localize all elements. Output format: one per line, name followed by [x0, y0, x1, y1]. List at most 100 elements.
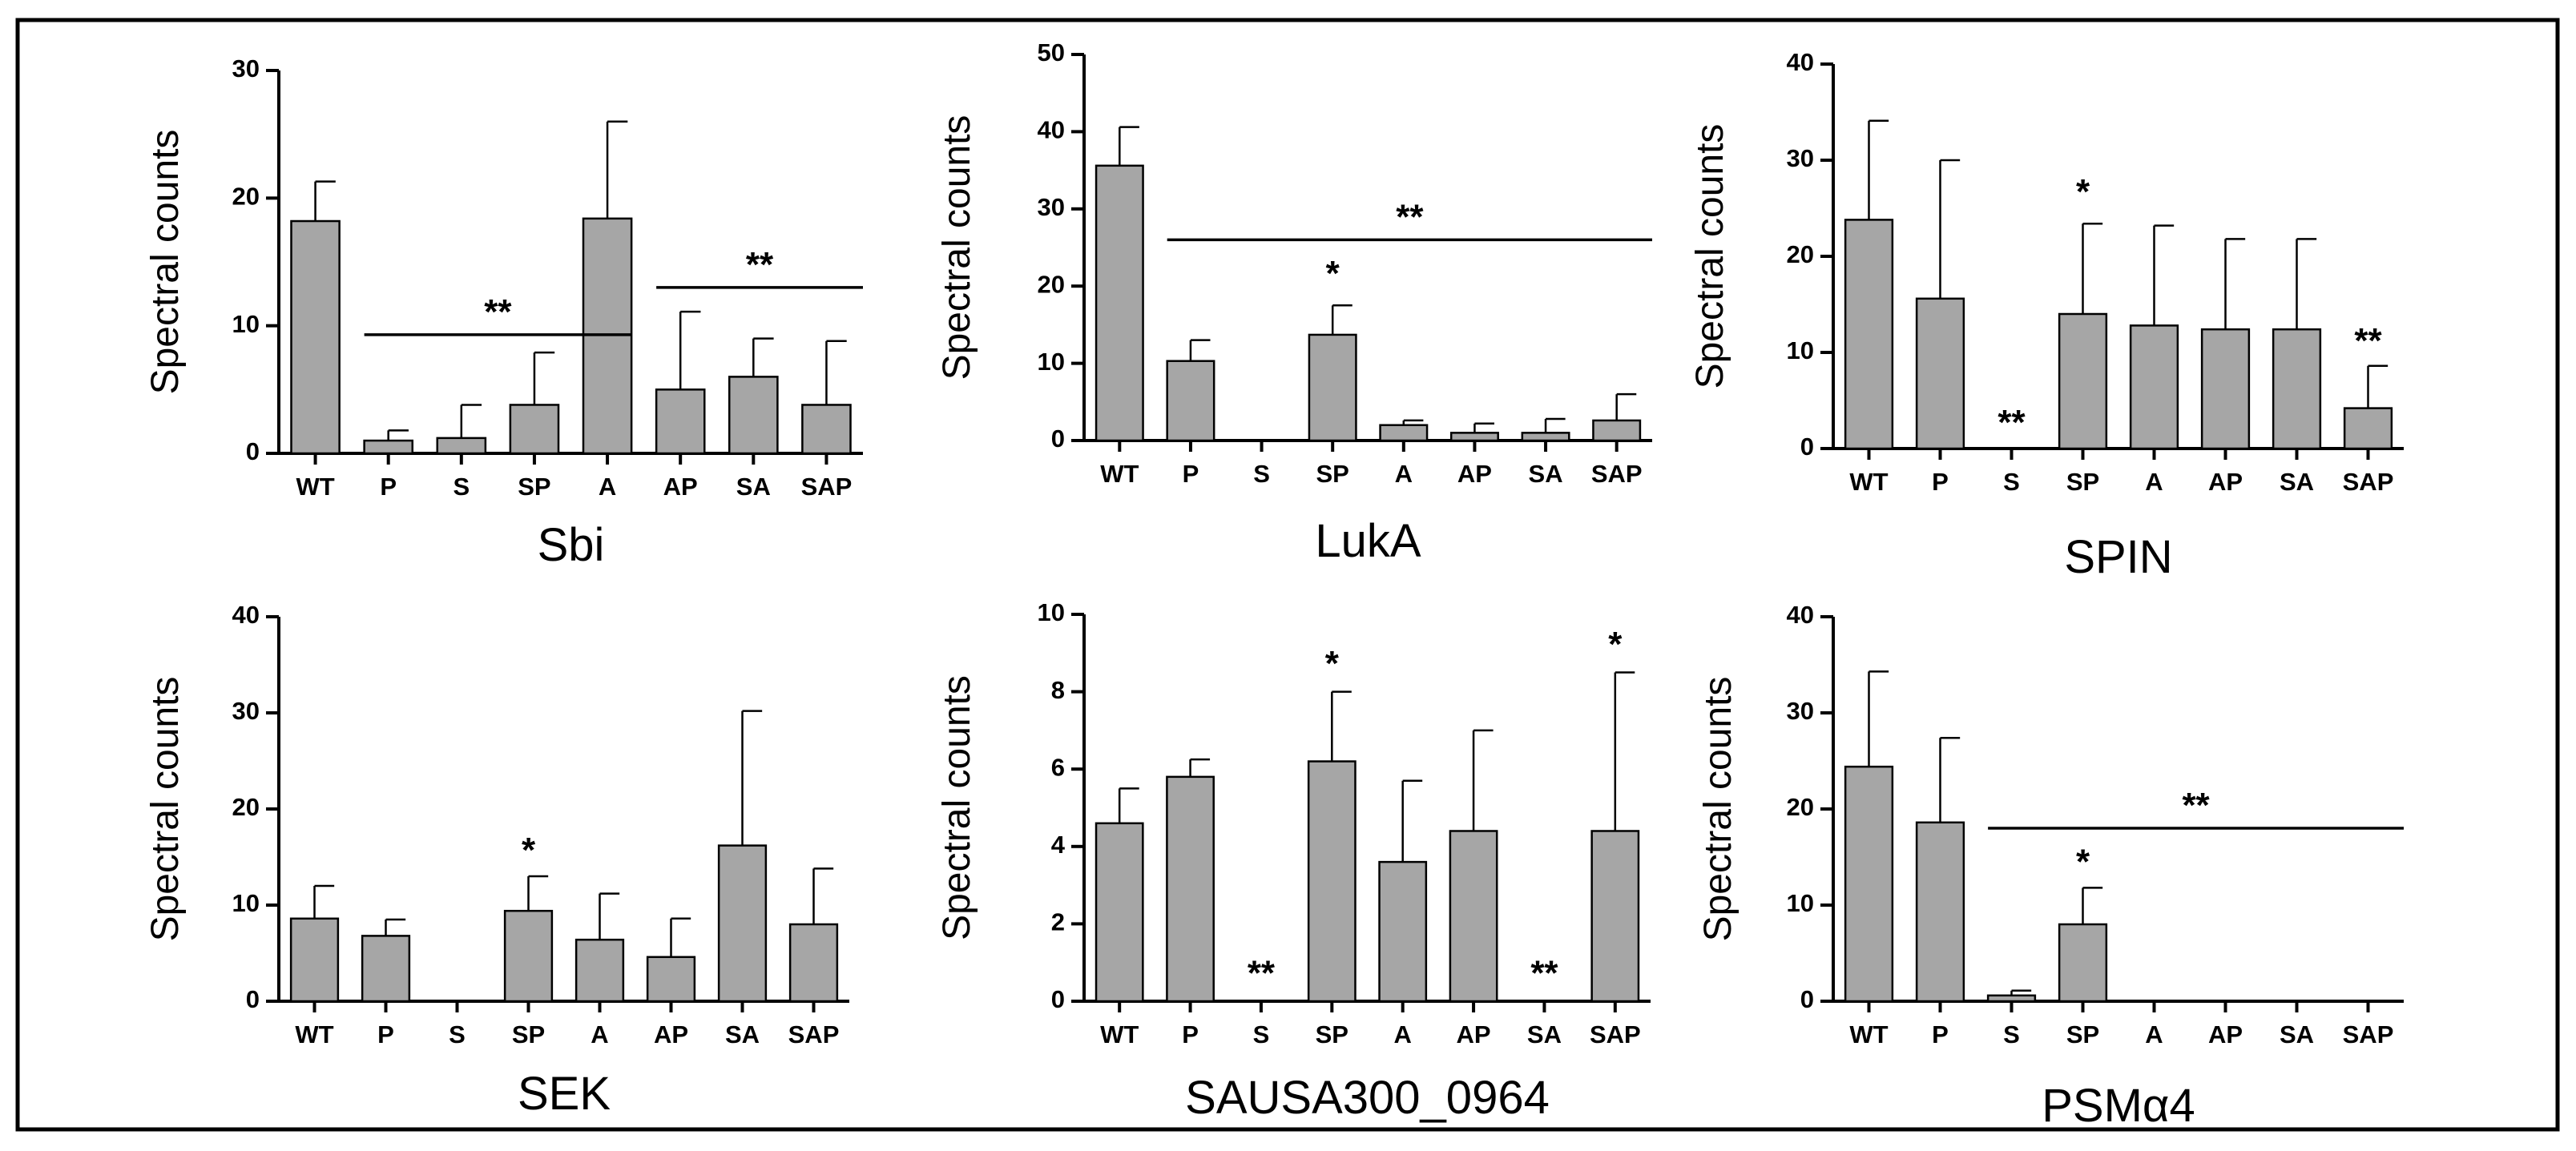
- x-tick-label: SP: [2066, 468, 2099, 496]
- y-tick-label: 40: [1787, 48, 1814, 76]
- significance-label: **: [1530, 954, 1558, 993]
- x-tick-label: SAP: [2343, 468, 2394, 496]
- x-tick-label: WT: [1100, 460, 1139, 488]
- x-tick-label: WT: [295, 1020, 333, 1048]
- x-tick-label: S: [449, 1020, 466, 1048]
- y-axis-title: Spectral counts: [936, 115, 978, 380]
- bar: [655, 388, 706, 455]
- bar: [1449, 432, 1499, 442]
- y-tick-label: 0: [246, 437, 260, 465]
- bar: [1094, 822, 1144, 1003]
- significance-label: *: [1326, 254, 1340, 293]
- y-tick-label: 30: [232, 54, 260, 83]
- bar: [2058, 923, 2108, 1003]
- significance-label: *: [1608, 625, 1623, 664]
- x-tick-label: SP: [518, 473, 550, 501]
- x-tick-label: SA: [2280, 468, 2314, 496]
- x-tick-label: AP: [2208, 468, 2243, 496]
- chart-3: 0 10 20 30 40 WT P S SP A AP SA SAP * Spectral counts S…: [144, 601, 849, 1120]
- y-tick-label: 10: [1787, 889, 1814, 917]
- bar: [2058, 312, 2108, 450]
- x-tick-label: P: [1932, 1020, 1949, 1048]
- y-axis-title: Spectral counts: [936, 675, 978, 940]
- y-axis-title: Spectral counts: [144, 130, 187, 395]
- x-tick-label: P: [1932, 468, 1949, 496]
- significance-label: **: [1396, 197, 1424, 236]
- x-tick-label: WT: [1849, 468, 1888, 496]
- significance-label: **: [1248, 954, 1276, 993]
- x-tick-label: AP: [654, 1020, 688, 1048]
- bar: [728, 376, 779, 455]
- y-tick-label: 10: [232, 889, 260, 917]
- y-tick-label: 30: [1787, 144, 1814, 172]
- x-tick-label: A: [1393, 1020, 1411, 1048]
- x-tick-label: SP: [1316, 460, 1349, 488]
- x-tick-label: AP: [1457, 1020, 1491, 1048]
- bar: [1449, 830, 1498, 1003]
- x-tick-label: S: [2003, 1020, 2020, 1048]
- x-tick-label: SAP: [2343, 1020, 2394, 1048]
- chart-title: Sbi: [538, 519, 605, 571]
- bar: [361, 935, 411, 1003]
- bar: [801, 404, 852, 455]
- y-tick-label: 20: [1787, 793, 1814, 821]
- x-tick-label: S: [1253, 1020, 1270, 1048]
- x-tick-label: S: [1253, 460, 1270, 488]
- x-tick-label: SA: [725, 1020, 760, 1048]
- bar: [574, 938, 625, 1003]
- y-tick-label: 40: [1038, 116, 1065, 144]
- chart-title: PSMα4: [2042, 1080, 2195, 1132]
- bar: [1986, 994, 2037, 1003]
- y-tick-label: 8: [1051, 676, 1065, 704]
- chart-0: 0 10 20 30 WT P S SP A AP SA SAP ** ** Spectral counts…: [144, 54, 863, 571]
- x-tick-label: A: [599, 473, 616, 501]
- bar: [1915, 821, 1965, 1003]
- significance-label: *: [2076, 172, 2090, 211]
- chart-title: LukA: [1315, 515, 1421, 567]
- x-tick-label: P: [1182, 1020, 1199, 1048]
- bar: [1094, 164, 1144, 442]
- x-tick-label: S: [453, 473, 470, 501]
- y-tick-label: 6: [1051, 753, 1065, 781]
- x-tick-label: SAP: [1590, 1020, 1641, 1048]
- x-tick-label: A: [591, 1020, 608, 1048]
- x-tick-label: WT: [1849, 1020, 1888, 1048]
- bar: [646, 956, 696, 1003]
- bar: [2200, 328, 2251, 450]
- y-tick-label: 10: [1038, 598, 1065, 626]
- y-tick-label: 20: [232, 183, 260, 211]
- bar: [788, 923, 839, 1003]
- x-tick-label: SAP: [1591, 460, 1643, 488]
- significance-label: **: [2182, 786, 2210, 825]
- chart-title: SEK: [518, 1068, 611, 1120]
- x-tick-label: SA: [1527, 1020, 1562, 1048]
- x-tick-label: WT: [296, 473, 334, 501]
- bar: [1308, 333, 1357, 442]
- bar: [2129, 324, 2179, 450]
- bar: [1307, 760, 1357, 1003]
- bar: [1166, 775, 1215, 1003]
- y-tick-label: 30: [1038, 193, 1065, 221]
- bar: [289, 917, 340, 1003]
- y-axis-title: Spectral counts: [1697, 677, 1740, 942]
- bar: [1166, 360, 1215, 442]
- x-tick-label: P: [380, 473, 397, 501]
- bar: [1379, 424, 1429, 442]
- significance-label: *: [1325, 644, 1340, 683]
- significance-label: **: [1998, 403, 2026, 442]
- x-tick-label: A: [1395, 460, 1413, 488]
- y-tick-label: 10: [1787, 336, 1814, 364]
- chart-title: SAUSA300_0964: [1185, 1072, 1550, 1124]
- bar: [436, 437, 487, 455]
- y-tick-label: 40: [232, 601, 260, 629]
- y-tick-label: 10: [1038, 348, 1065, 376]
- x-tick-label: AP: [663, 473, 698, 501]
- bar: [290, 219, 341, 455]
- bar: [503, 909, 554, 1003]
- y-tick-label: 50: [1038, 38, 1065, 66]
